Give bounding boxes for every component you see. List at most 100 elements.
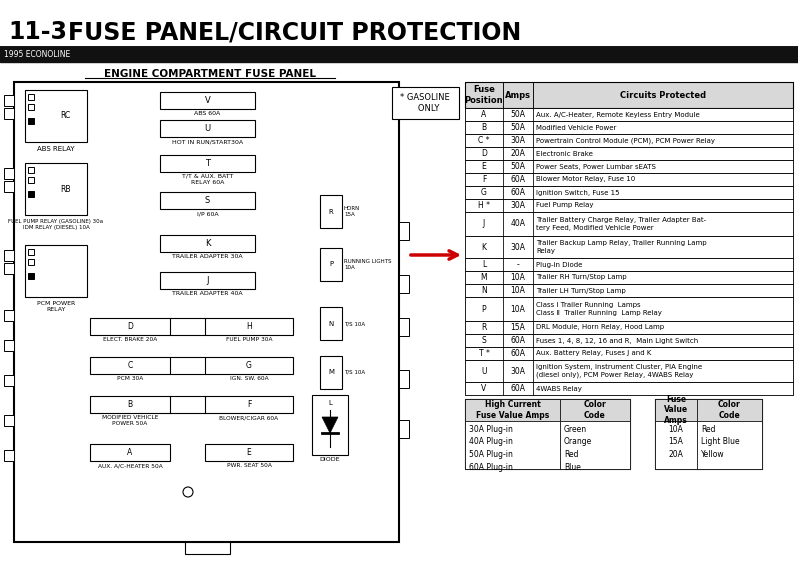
Text: G: G (481, 188, 487, 197)
Bar (503, 271, 533, 284)
Text: ABS 60A: ABS 60A (195, 111, 220, 116)
Bar (533, 334, 793, 347)
Bar (655, 399, 762, 469)
Text: Power Seats, Power Lumbar sEATS: Power Seats, Power Lumbar sEATS (536, 163, 656, 170)
Bar (560, 421, 630, 469)
Text: PCM 30A: PCM 30A (117, 376, 143, 381)
Text: 4WABS Relay: 4WABS Relay (536, 385, 582, 392)
Bar (465, 258, 503, 271)
Text: FUEL PUMP RELAY (GASOLINE) 30a
IDM RELAY (DIESEL) 10A: FUEL PUMP RELAY (GASOLINE) 30a IDM RELAY… (9, 219, 104, 230)
Text: A: A (128, 448, 132, 457)
Text: Aux. Battery Relay, Fuses J and K: Aux. Battery Relay, Fuses J and K (536, 350, 651, 356)
Text: FUEL PUMP 30A: FUEL PUMP 30A (226, 337, 272, 342)
Text: ELECT. BRAKE 20A: ELECT. BRAKE 20A (103, 337, 157, 342)
Text: RC: RC (60, 111, 70, 121)
Text: 60A: 60A (511, 175, 526, 184)
Bar (503, 382, 533, 395)
Bar (392, 87, 459, 119)
Text: HORN
15A: HORN 15A (344, 206, 360, 217)
Text: 10A: 10A (511, 273, 525, 282)
Bar (160, 235, 255, 252)
Text: A: A (481, 110, 487, 119)
Bar (465, 334, 503, 347)
Bar (465, 321, 503, 334)
Text: Amps: Amps (505, 90, 531, 100)
Bar (399, 222, 409, 240)
Text: G: G (246, 361, 252, 370)
Text: T/T & AUX. BATT
RELAY 60A: T/T & AUX. BATT RELAY 60A (182, 174, 233, 185)
Bar (465, 82, 793, 108)
Bar (28, 177, 34, 183)
Bar (503, 297, 533, 321)
Text: Trailer RH Turn/Stop Lamp: Trailer RH Turn/Stop Lamp (536, 275, 626, 280)
Bar (90, 396, 170, 413)
Text: 60A: 60A (511, 384, 526, 393)
Bar (465, 212, 793, 236)
Bar (503, 82, 533, 108)
Bar (4, 375, 14, 386)
Text: V: V (481, 384, 487, 393)
Bar (28, 104, 34, 110)
Text: RUNNING LIGHTS
10A: RUNNING LIGHTS 10A (344, 259, 392, 270)
Text: MODIFIED VEHICLE
POWER 50A: MODIFIED VEHICLE POWER 50A (102, 415, 158, 426)
Bar (533, 121, 793, 134)
Bar (533, 321, 793, 334)
Bar (533, 271, 793, 284)
Text: R: R (329, 209, 334, 215)
Text: 10A: 10A (511, 304, 525, 314)
Bar (503, 360, 533, 382)
Bar (465, 334, 793, 347)
Bar (4, 415, 14, 426)
Bar (465, 271, 793, 284)
Text: -: - (516, 260, 519, 269)
Bar (503, 160, 533, 173)
Text: P: P (329, 262, 333, 268)
Bar (533, 147, 793, 160)
Bar (465, 121, 503, 134)
Bar (533, 382, 793, 395)
Text: 60A: 60A (511, 188, 526, 197)
Bar (533, 160, 793, 173)
Bar (465, 297, 503, 321)
Text: Modified Vehicle Power: Modified Vehicle Power (536, 125, 616, 131)
Text: U: U (204, 124, 211, 133)
Text: S: S (205, 196, 210, 205)
Text: Fuses 1, 4, 8, 12, 16 and R,  Main Light Switch: Fuses 1, 4, 8, 12, 16 and R, Main Light … (536, 338, 698, 343)
Text: Fuse
Position: Fuse Position (464, 85, 504, 105)
Bar (465, 382, 793, 395)
Bar (90, 318, 170, 335)
Text: F: F (247, 400, 251, 409)
Bar (465, 160, 503, 173)
Text: PCM POWER
RELAY: PCM POWER RELAY (37, 301, 75, 312)
Bar (533, 134, 793, 147)
Text: R: R (481, 323, 487, 332)
Bar (28, 249, 34, 255)
Bar (503, 199, 533, 212)
Text: J: J (483, 220, 485, 229)
Text: I/P 60A: I/P 60A (196, 211, 219, 216)
Bar (25, 245, 87, 297)
Bar (28, 94, 34, 100)
Bar (399, 275, 409, 293)
Bar (160, 120, 255, 137)
Bar (533, 212, 793, 236)
Text: N: N (481, 286, 487, 295)
Text: Color
Code: Color Code (718, 401, 741, 420)
Text: ENGINE COMPARTMENT FUSE PANEL: ENGINE COMPARTMENT FUSE PANEL (104, 69, 316, 79)
Text: Fuse
Value
Amps: Fuse Value Amps (664, 395, 688, 425)
Bar (28, 118, 34, 124)
Bar (503, 258, 533, 271)
Text: 30A: 30A (511, 201, 526, 210)
Text: AUX. A/C-HEATER 50A: AUX. A/C-HEATER 50A (97, 463, 162, 468)
Bar (465, 212, 503, 236)
Bar (465, 347, 503, 360)
Text: 1995 ECONOLINE: 1995 ECONOLINE (4, 50, 70, 59)
Bar (465, 134, 793, 147)
Text: BLOWER/CIGAR 60A: BLOWER/CIGAR 60A (219, 415, 279, 420)
Bar (465, 108, 793, 121)
Bar (533, 199, 793, 212)
Bar (533, 347, 793, 360)
Bar (465, 186, 503, 199)
Bar (4, 450, 14, 461)
Text: Fuel Pump Relay: Fuel Pump Relay (536, 202, 594, 209)
